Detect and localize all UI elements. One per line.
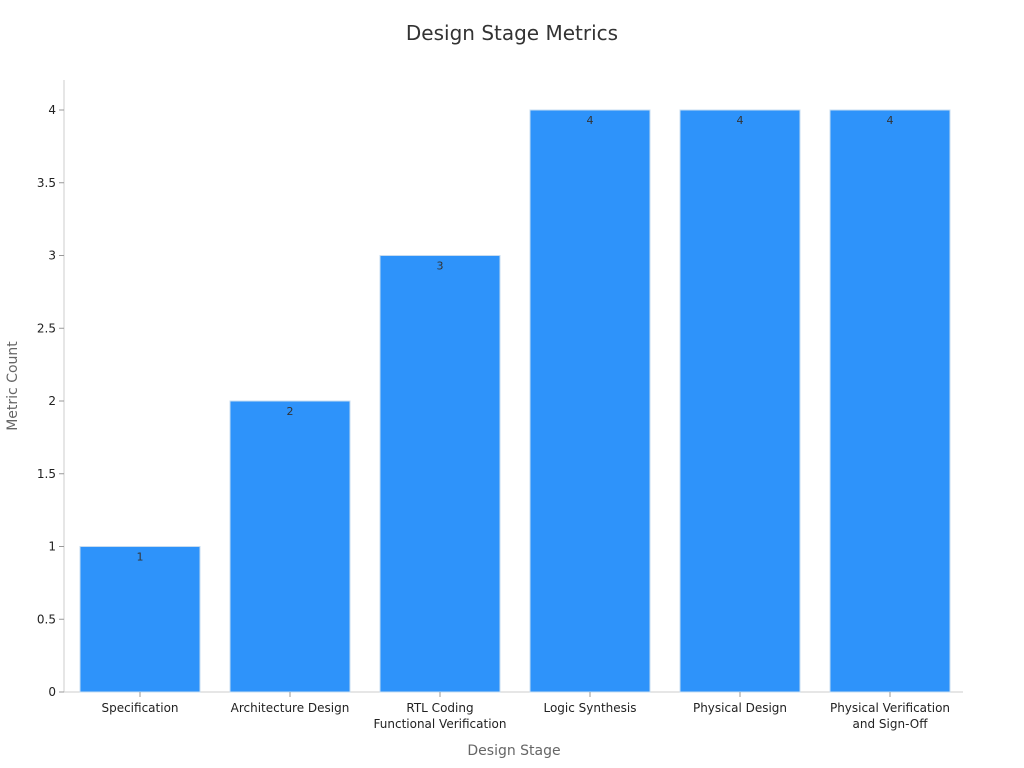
data-label: 2 xyxy=(287,405,294,418)
x-tick-label: Specification xyxy=(101,701,178,715)
y-tick-label: 0.5 xyxy=(37,612,56,626)
x-tick-label: RTL Coding xyxy=(406,701,473,715)
x-tick-label: Logic Synthesis xyxy=(543,701,636,715)
bar xyxy=(679,109,801,693)
data-label: 4 xyxy=(887,114,894,127)
y-tick-label: 3 xyxy=(48,249,56,263)
x-axis-title: Design Stage xyxy=(467,743,560,759)
chart-title: Design Stage Metrics xyxy=(406,21,618,45)
bar xyxy=(829,109,951,693)
y-axis-title: Metric Count xyxy=(5,341,21,431)
y-tick-label: 0 xyxy=(48,685,56,699)
y-tick-label: 1.5 xyxy=(37,467,56,481)
y-tick-label: 1 xyxy=(48,540,56,554)
x-tick-label: Physical Design xyxy=(693,701,787,715)
bar xyxy=(229,400,351,693)
y-tick-label: 4 xyxy=(48,103,56,117)
x-tick-label: Architecture Design xyxy=(231,701,350,715)
data-label: 1 xyxy=(137,551,144,564)
bar xyxy=(529,109,651,693)
y-tick-label: 2 xyxy=(48,394,56,408)
bar xyxy=(79,546,201,693)
x-tick-label: Physical Verification xyxy=(830,701,950,715)
data-label: 3 xyxy=(437,260,444,273)
y-tick-label: 2.5 xyxy=(37,321,56,335)
x-tick-label: Functional Verification xyxy=(374,717,507,731)
bar xyxy=(379,255,501,693)
x-tick-label: and Sign-Off xyxy=(853,717,929,731)
y-tick-label: 3.5 xyxy=(37,176,56,190)
data-label: 4 xyxy=(587,114,594,127)
plot-area: 0 0.5 1 1.5 2 2.5 3 3.5 4 1 Specification 2 Architec… xyxy=(37,80,963,731)
data-label: 4 xyxy=(737,114,744,127)
